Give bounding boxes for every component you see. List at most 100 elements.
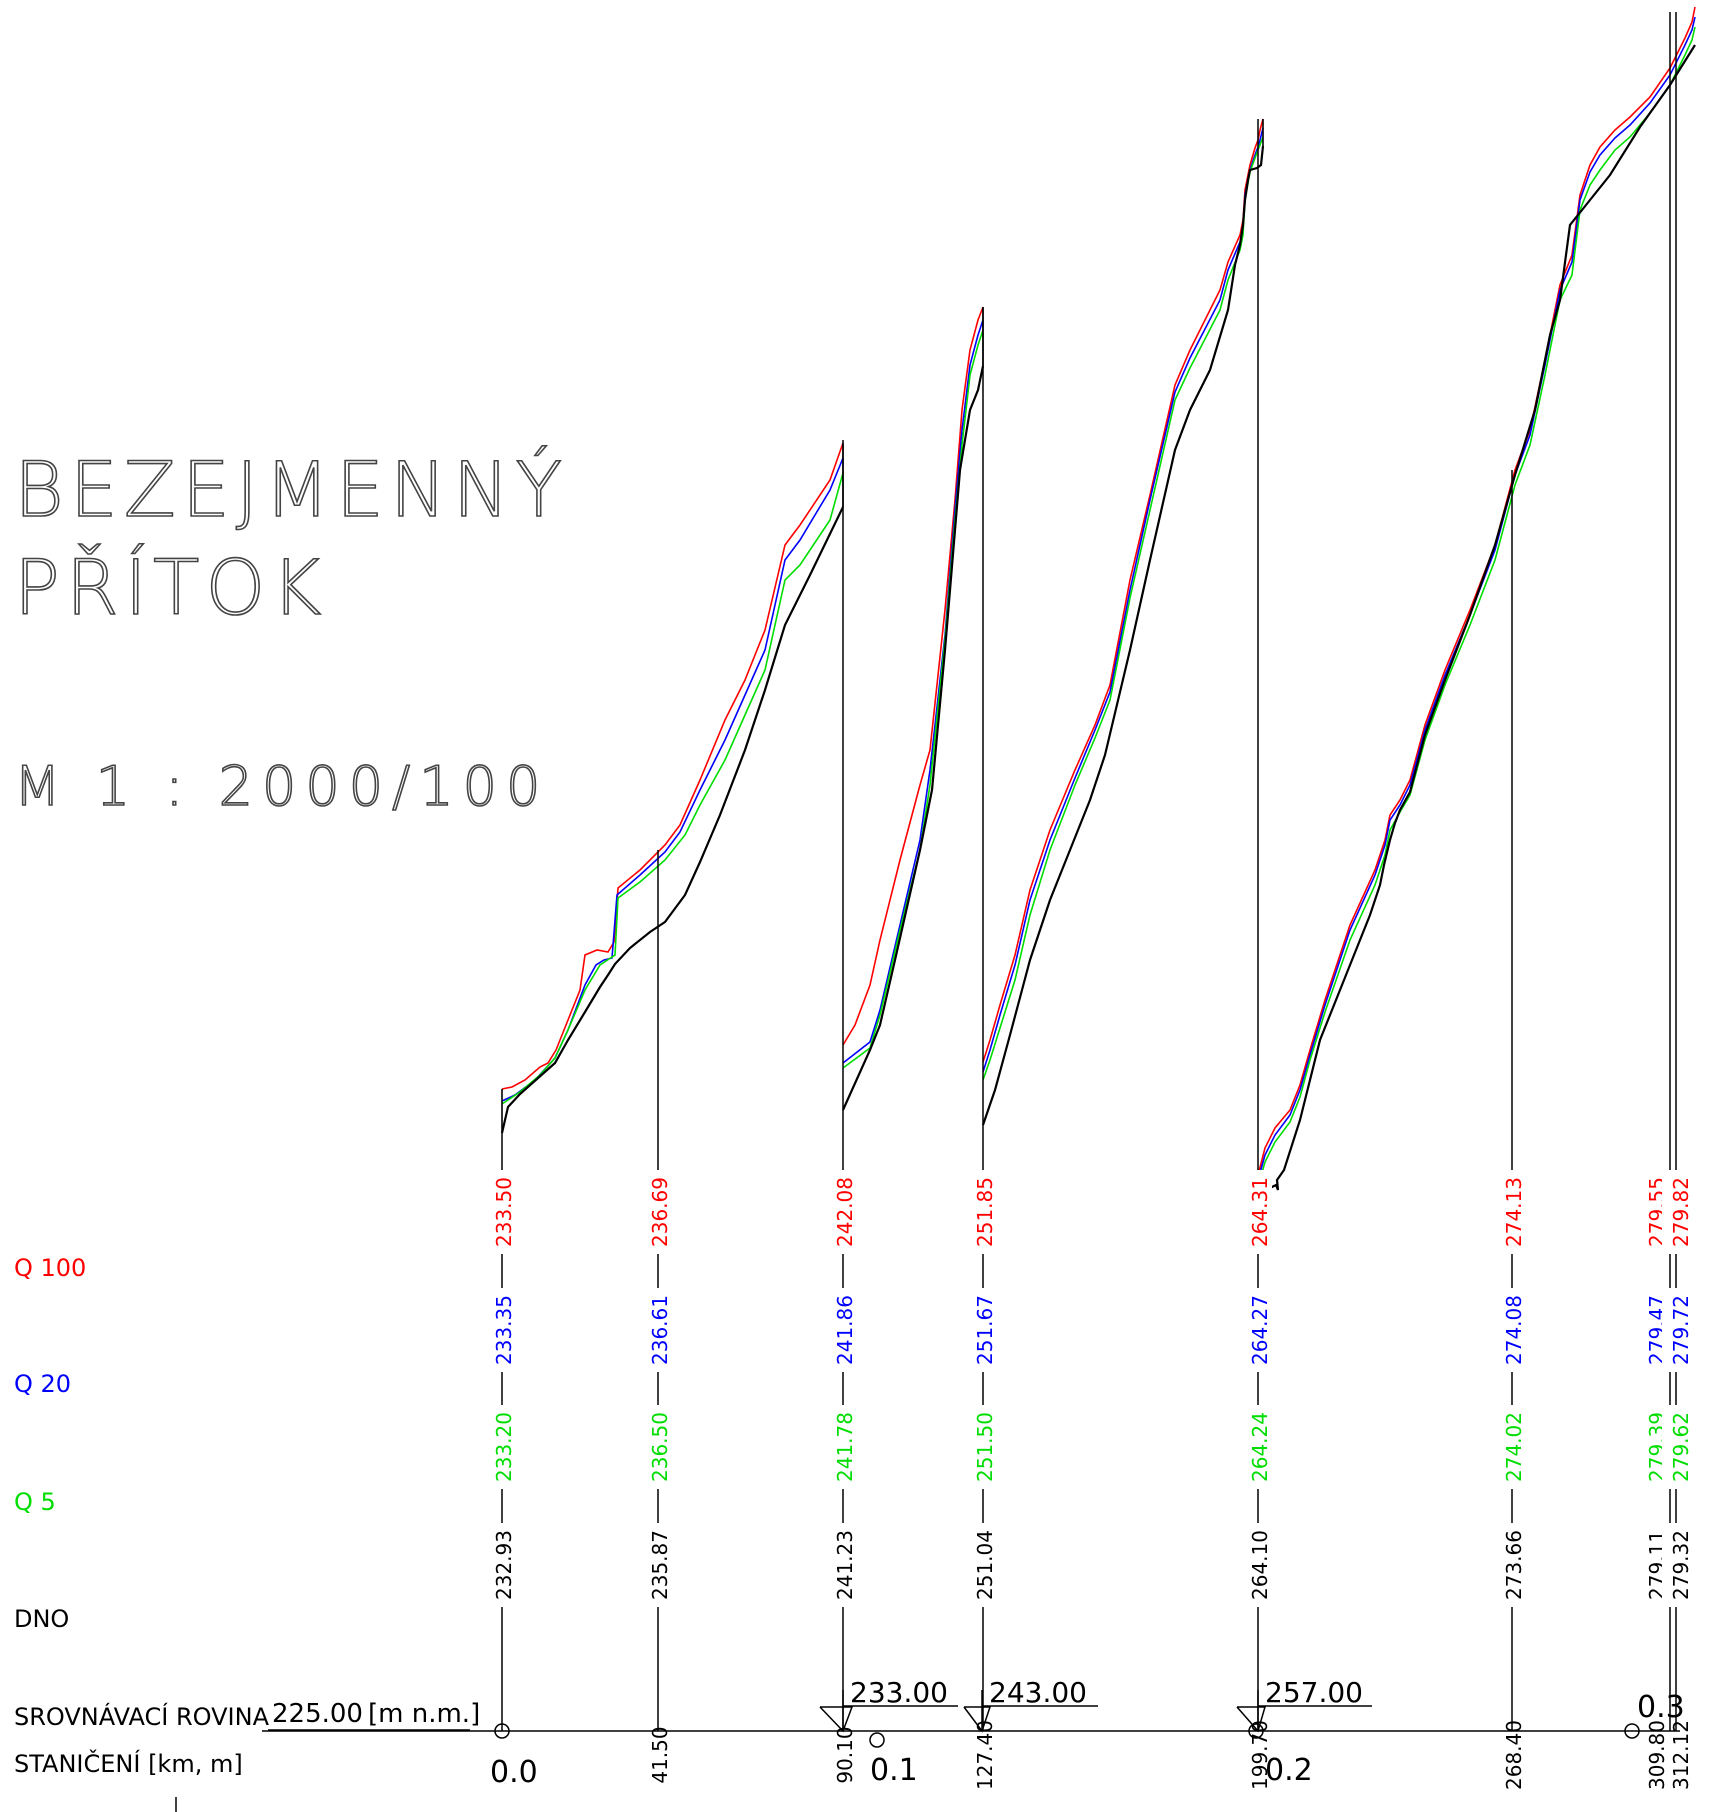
station-q100-value: 242.08 <box>833 1177 857 1247</box>
station-dno-value: 241.23 <box>833 1530 857 1600</box>
station-q5-value: 236.50 <box>648 1412 672 1482</box>
datum-unit: [m n.m.] <box>368 1699 480 1729</box>
water-level-q5-line <box>982 136 1264 1081</box>
label-gap <box>488 1170 516 1254</box>
km-marker-circle <box>1624 1723 1640 1739</box>
chainage-label: 0.0 <box>490 1755 538 1790</box>
water-level-q5-line <box>1257 26 1696 1188</box>
station-column: 251.85 251.67 251.50 251.04 127.40 <box>969 307 997 1790</box>
datum-change-marker: 233.00 <box>819 1676 958 1733</box>
datum-change-label: 257.00 <box>1265 1676 1363 1709</box>
label-gap <box>829 1288 857 1372</box>
row-label-chainage: STANIČENÍ [km, m] <box>14 1748 243 1778</box>
label-gap <box>1498 1170 1526 1254</box>
label-gap <box>969 1523 997 1607</box>
station-q100-value: 236.69 <box>648 1177 672 1247</box>
station-q5-value: 274.02 <box>1502 1412 1526 1482</box>
profile-curves <box>500 6 1696 1198</box>
station-chainage-value: 309.80 <box>1645 1720 1669 1790</box>
label-gap <box>829 1170 857 1254</box>
km-marker-circle <box>869 1732 885 1748</box>
station-column: 279.82 279.72 279.62 279.32 312.12 <box>1662 12 1693 1790</box>
station-q20-value: 279.72 <box>1669 1295 1693 1365</box>
station-chainage-value: 127.40 <box>973 1720 997 1790</box>
station-chainage-value: 199.70 <box>1248 1720 1272 1790</box>
riverbed-line <box>1257 44 1696 1198</box>
station-q20-value: 233.35 <box>492 1295 516 1365</box>
station-column: 236.69 236.61 236.50 235.87 41.50 <box>644 850 672 1784</box>
km-label: 0.2 <box>1265 1753 1313 1788</box>
label-gap <box>644 1288 672 1372</box>
station-chainage-value: 268.40 <box>1502 1720 1526 1790</box>
station-q20-value: 274.08 <box>1502 1295 1526 1365</box>
scale-label: M 1 : 2000/100 <box>14 755 549 818</box>
label-gap <box>969 1288 997 1372</box>
water-level-q100-line <box>501 442 844 1090</box>
water-level-q5-line <box>842 329 984 1069</box>
station-q5-value: 251.50 <box>973 1412 997 1482</box>
station-q20-value: 251.67 <box>973 1295 997 1365</box>
title-line-1: BEZEJMENNÝ <box>14 445 568 534</box>
station-dno-value: 232.93 <box>492 1530 516 1600</box>
riverbed-line <box>500 506 844 1134</box>
row-label-q100: Q 100 <box>14 1254 86 1282</box>
label-gap <box>1498 1523 1526 1607</box>
station-chainage-value: 41.50 <box>648 1726 672 1783</box>
station-q5-value: 279.62 <box>1669 1412 1693 1482</box>
water-level-q100-line <box>1257 6 1696 1176</box>
label-gap <box>1244 1523 1272 1607</box>
station-dno-value: 264.10 <box>1248 1530 1272 1600</box>
station-dno-value: 273.66 <box>1502 1530 1526 1600</box>
water-level-q5-line <box>501 472 844 1105</box>
title-line-2: PŘÍTOK <box>14 543 327 632</box>
km-marker-circle <box>1248 1723 1264 1739</box>
station-column: 242.08 241.86 241.78 241.23 90.10 <box>829 440 857 1784</box>
station-column: 274.13 274.08 274.02 273.66 268.40 <box>1498 470 1526 1790</box>
water-level-q20-line <box>501 457 844 1102</box>
row-label-q5: Q 5 <box>14 1488 56 1516</box>
station-q100-value: 233.50 <box>492 1177 516 1247</box>
km-label: 0.3 <box>1637 1690 1685 1725</box>
station-q5-value: 241.78 <box>833 1412 857 1482</box>
label-gap <box>969 1170 997 1254</box>
row-label-datum: SROVNÁVACÍ ROVINA <box>14 1702 270 1731</box>
station-column: 264.31 264.27 264.24 264.10 199.70 <box>1244 119 1272 1790</box>
label-gap <box>488 1405 516 1489</box>
water-level-q20-line <box>842 319 984 1064</box>
km-label: 0.1 <box>870 1753 918 1788</box>
label-gap <box>488 1288 516 1372</box>
riverbed-line <box>981 145 1265 1126</box>
label-gap <box>1244 1405 1272 1489</box>
water-level-q100-line <box>842 306 984 1046</box>
station-q20-value: 236.61 <box>648 1295 672 1365</box>
water-level-q100-line <box>982 118 1264 1063</box>
label-gap <box>488 1523 516 1607</box>
label-gap <box>829 1523 857 1607</box>
label-gap <box>969 1405 997 1489</box>
station-column: 233.50 233.35 233.20 232.93 <box>488 1133 516 1731</box>
datum-change-label: 243.00 <box>989 1676 1087 1709</box>
label-gap <box>829 1405 857 1489</box>
label-gap <box>1498 1288 1526 1372</box>
station-q100-value: 274.13 <box>1502 1177 1526 1247</box>
water-level-q20-line <box>982 127 1264 1073</box>
station-q100-value: 264.31 <box>1248 1177 1272 1247</box>
station-dno-value: 235.87 <box>648 1530 672 1600</box>
datum-value: 225.00 <box>272 1699 363 1729</box>
station-q5-value: 233.20 <box>492 1412 516 1482</box>
label-gap <box>1498 1405 1526 1489</box>
station-columns: 233.50233.35233.20232.93236.69236.61236.… <box>488 12 1693 1790</box>
station-q20-value: 241.86 <box>833 1295 857 1365</box>
datum-change-marker: 243.00 <box>963 1676 1098 1733</box>
label-gap <box>644 1405 672 1489</box>
station-dno-value: 279.32 <box>1669 1530 1693 1600</box>
datum-change-label: 233.00 <box>850 1676 948 1709</box>
row-label-dno: DNO <box>14 1605 69 1633</box>
label-gap <box>1244 1170 1272 1254</box>
label-gap <box>1662 1405 1690 1489</box>
station-q5-value: 264.24 <box>1248 1412 1272 1482</box>
label-gap <box>1662 1288 1690 1372</box>
station-q20-value: 264.27 <box>1248 1295 1272 1365</box>
label-gap <box>644 1170 672 1254</box>
